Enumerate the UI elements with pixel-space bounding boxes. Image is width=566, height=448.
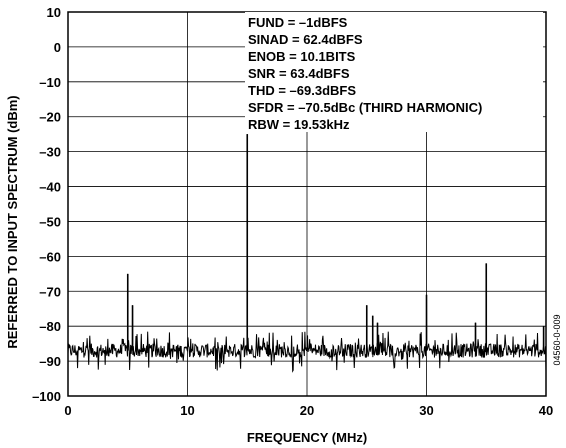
x-tick-label: 20 [300, 403, 314, 418]
y-tick-label: –60 [39, 249, 61, 264]
x-tick-labels: 0 10 20 30 40 [64, 403, 553, 418]
annotation-thd: THD = –69.3dBFS [248, 83, 356, 98]
x-axis-title: FREQUENCY (MHz) [247, 430, 367, 445]
x-tick-label: 30 [419, 403, 433, 418]
annotation-sinad: SINAD = 62.4dBFS [248, 32, 363, 47]
annotation-fund: FUND = –1dBFS [248, 15, 348, 30]
y-tick-labels: 10 0 –10 –20 –30 –40 –50 –60 –70 –80 –90 –100 [32, 5, 61, 404]
y-tick-label: –80 [39, 319, 61, 334]
y-tick-label: 0 [54, 40, 61, 55]
spectrum-trace [67, 134, 547, 373]
stats-annotation: FUND = –1dBFS SINAD = 62.4dBFS ENOB = 10… [245, 12, 543, 132]
y-tick-label: –10 [39, 75, 61, 90]
annotation-rbw: RBW = 19.53kHz [248, 117, 350, 132]
annotation-sfdr: SFDR = –70.5dBc (THIRD HARMONIC) [248, 100, 482, 115]
y-axis-title: REFERRED TO INPUT SPECTRUM (dBm) [5, 95, 20, 348]
x-tick-label: 10 [180, 403, 194, 418]
y-tick-label: –100 [32, 389, 61, 404]
spectrum-trace-group [67, 134, 547, 373]
y-tick-label: –40 [39, 180, 61, 195]
y-tick-label: –50 [39, 214, 61, 229]
y-tick-label: –30 [39, 145, 61, 160]
annotation-enob: ENOB = 10.1BITS [248, 49, 356, 64]
y-tick-label: –20 [39, 110, 61, 125]
x-tick-label: 0 [64, 403, 71, 418]
y-tick-label: 10 [47, 5, 61, 20]
annotation-snr: SNR = 63.4dBFS [248, 66, 350, 81]
x-tick-label: 40 [539, 403, 553, 418]
y-tick-label: –90 [39, 354, 61, 369]
figure-id: 04560-0-009 [552, 314, 562, 365]
y-tick-label: –70 [39, 284, 61, 299]
